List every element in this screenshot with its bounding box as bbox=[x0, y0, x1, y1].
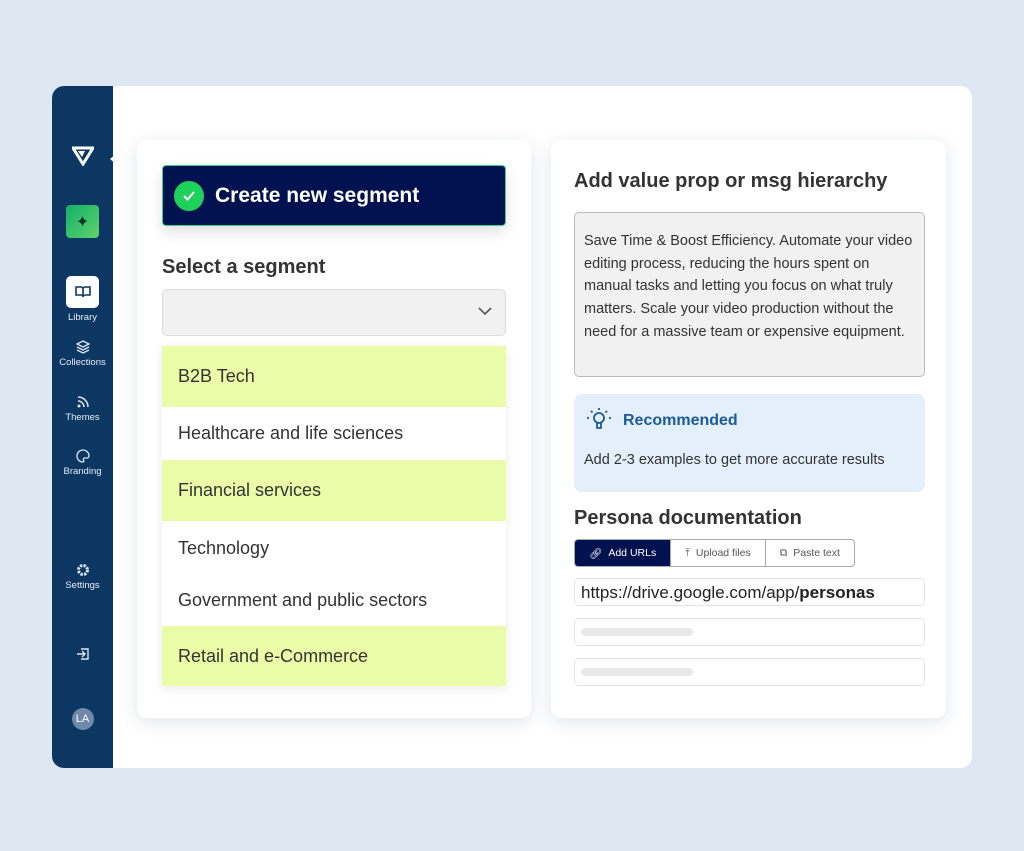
url-input[interactable]: https://drive.google.com/app/personas bbox=[574, 578, 925, 606]
sidebar-item-library[interactable]: Library bbox=[52, 276, 113, 323]
rss-icon bbox=[77, 396, 89, 408]
create-segment-button[interactable]: Create new segment bbox=[162, 165, 506, 226]
url-input-empty[interactable] bbox=[574, 658, 925, 686]
value-prop-textarea[interactable]: Save Time & Boost Efficiency. Automate y… bbox=[574, 212, 925, 377]
tab-paste-text[interactable]: ⧉ Paste text bbox=[779, 546, 840, 560]
chevron-down-icon bbox=[478, 307, 492, 316]
sidebar: ✦ Library Collections Themes Branding Se… bbox=[52, 86, 116, 768]
sidebar-item-collections[interactable]: Collections bbox=[52, 340, 113, 368]
sidebar-item-label: Settings bbox=[65, 580, 100, 591]
segment-option[interactable]: Healthcare and life sciences bbox=[178, 423, 404, 443]
logo[interactable] bbox=[52, 146, 113, 169]
segment-option[interactable]: Technology bbox=[178, 537, 270, 558]
segment-option[interactable]: Retail and e-Commerce bbox=[162, 626, 506, 686]
url-path: personas bbox=[799, 583, 875, 602]
sidebar-item-settings[interactable]: Settings bbox=[52, 563, 113, 591]
app-window: ✦ Library Collections Themes Branding Se… bbox=[52, 86, 972, 768]
avatar[interactable]: LA bbox=[52, 708, 113, 730]
sidebar-item-label: Branding bbox=[63, 466, 102, 477]
ai-assistant-button[interactable]: ✦ bbox=[52, 205, 113, 238]
gear-icon bbox=[76, 564, 89, 576]
sidebar-item-label: Library bbox=[67, 312, 98, 323]
upload-icon: ⤒ bbox=[685, 546, 690, 559]
tab-add-urls[interactable]: 🔗︎ Add URLs bbox=[575, 540, 672, 566]
layers-icon bbox=[75, 340, 90, 354]
logout-button[interactable] bbox=[52, 647, 113, 664]
palette-icon bbox=[75, 449, 90, 463]
select-segment-label: Select a segment bbox=[162, 256, 326, 278]
url-prefix: https://drive.google.com/app/ bbox=[581, 583, 800, 602]
create-segment-label: Create new segment bbox=[215, 183, 420, 207]
recommended-callout: Recommended Add 2-3 examples to get more… bbox=[574, 394, 925, 492]
persona-tabs: 🔗︎ Add URLs ⤒ Upload files ⧉ Paste text bbox=[574, 539, 855, 567]
tab-upload-files[interactable]: ⤒ Upload files bbox=[671, 540, 766, 566]
placeholder-skeleton bbox=[581, 628, 693, 636]
recommended-text: Add 2-3 examples to get more accurate re… bbox=[584, 452, 885, 468]
sparkle-icon: ✦ bbox=[66, 205, 99, 238]
link-icon: 🔗︎ bbox=[589, 547, 603, 560]
book-icon bbox=[66, 276, 99, 308]
value-prop-panel: Add value prop or msg hierarchy Save Tim… bbox=[551, 140, 946, 718]
persona-title: Persona documentation bbox=[574, 507, 802, 529]
check-icon bbox=[174, 180, 204, 211]
sidebar-item-branding[interactable]: Branding bbox=[52, 449, 113, 477]
value-prop-title: Add value prop or msg hierarchy bbox=[574, 170, 888, 192]
segment-option[interactable]: B2B Tech bbox=[162, 346, 506, 407]
segment-panel: Create new segment Select a segment B2B … bbox=[137, 140, 531, 718]
copy-icon: ⧉ bbox=[779, 546, 788, 559]
url-input-empty[interactable] bbox=[574, 618, 925, 646]
recommended-title: Recommended bbox=[623, 412, 738, 429]
sidebar-item-themes[interactable]: Themes bbox=[52, 395, 113, 423]
segment-select[interactable] bbox=[162, 289, 506, 336]
sidebar-item-label: Themes bbox=[65, 412, 100, 423]
collapse-pointer-icon bbox=[110, 154, 116, 164]
segment-option[interactable]: Financial services bbox=[162, 460, 506, 521]
placeholder-skeleton bbox=[581, 668, 693, 676]
lightbulb-icon bbox=[587, 408, 611, 429]
sidebar-item-label: Collections bbox=[59, 357, 106, 368]
segment-options: B2B Tech Healthcare and life sciences Fi… bbox=[162, 346, 506, 686]
logout-icon bbox=[76, 648, 89, 660]
segment-option[interactable]: Government and public sectors bbox=[178, 590, 428, 610]
